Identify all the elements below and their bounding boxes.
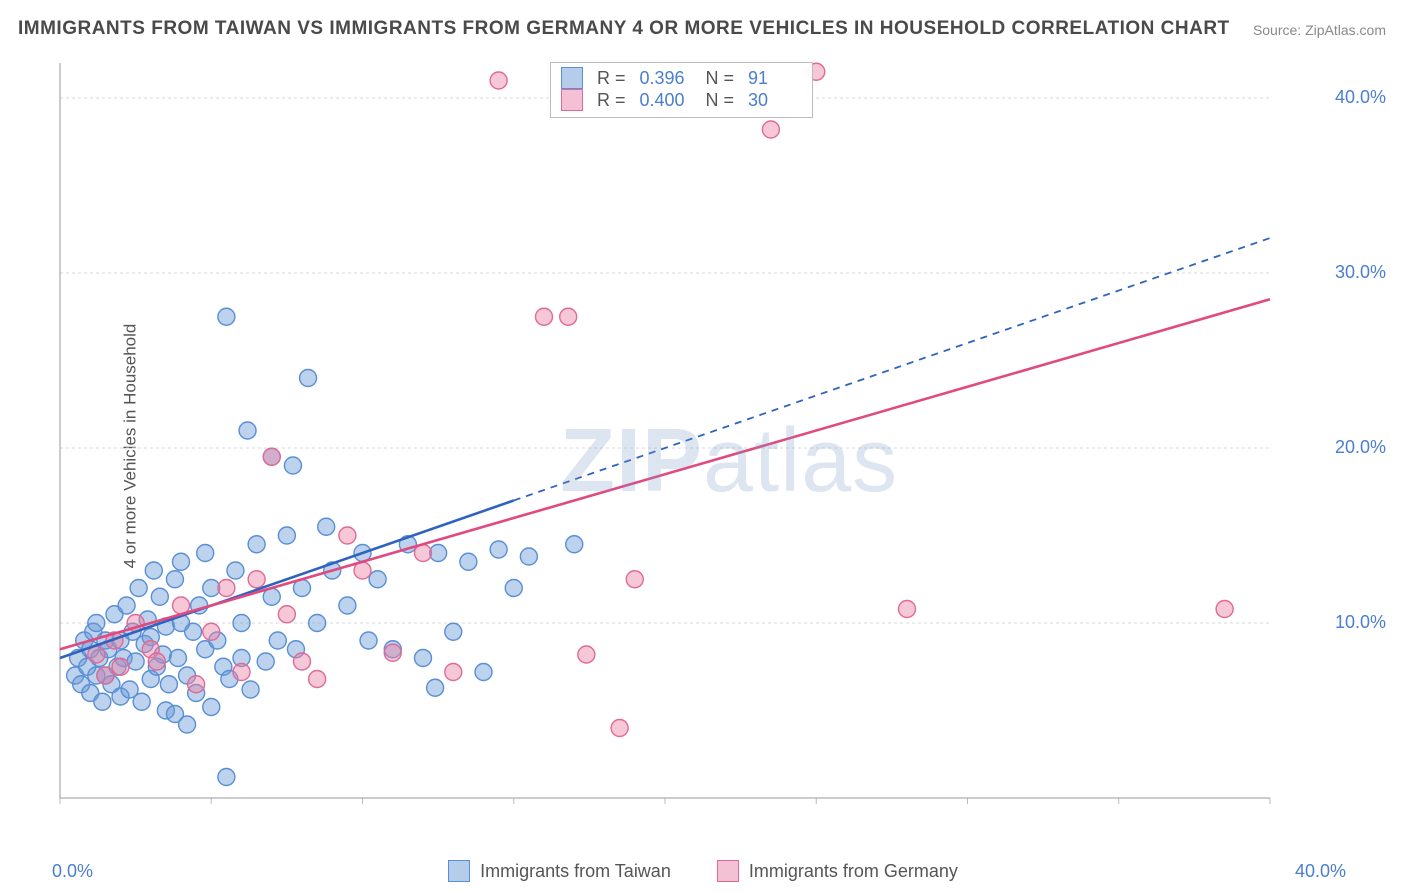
y-tick-label: 20.0% xyxy=(1335,437,1386,458)
r-label: R = xyxy=(597,68,626,89)
chart-title: IMMIGRANTS FROM TAIWAN VS IMMIGRANTS FRO… xyxy=(18,18,1230,40)
y-tick-label: 10.0% xyxy=(1335,612,1386,633)
legend-item-germany: Immigrants from Germany xyxy=(717,860,958,882)
n-label: N = xyxy=(706,68,735,89)
legend-row-taiwan: R = 0.396 N = 91 xyxy=(561,67,800,89)
y-tick-label: 30.0% xyxy=(1335,262,1386,283)
r-value-germany: 0.400 xyxy=(640,90,692,111)
legend-label-germany: Immigrants from Germany xyxy=(749,861,958,882)
legend-label-taiwan: Immigrants from Taiwan xyxy=(480,861,671,882)
watermark: ZIPatlas xyxy=(560,410,898,513)
legend-item-taiwan: Immigrants from Taiwan xyxy=(448,860,671,882)
swatch-germany-bottom xyxy=(717,860,739,882)
r-value-taiwan: 0.396 xyxy=(640,68,692,89)
swatch-germany xyxy=(561,89,583,111)
watermark-atlas: atlas xyxy=(703,411,898,511)
source-attribution: Source: ZipAtlas.com xyxy=(1253,22,1386,38)
bottom-legend: Immigrants from Taiwan Immigrants from G… xyxy=(0,860,1406,882)
swatch-taiwan-bottom xyxy=(448,860,470,882)
n-value-taiwan: 91 xyxy=(748,68,800,89)
watermark-zip: ZIP xyxy=(560,411,703,511)
r-label: R = xyxy=(597,90,626,111)
correlation-legend: R = 0.396 N = 91 R = 0.400 N = 30 xyxy=(550,62,813,118)
legend-row-germany: R = 0.400 N = 30 xyxy=(561,89,800,111)
y-tick-label: 40.0% xyxy=(1335,87,1386,108)
swatch-taiwan xyxy=(561,67,583,89)
n-value-germany: 30 xyxy=(748,90,800,111)
n-label: N = xyxy=(706,90,735,111)
